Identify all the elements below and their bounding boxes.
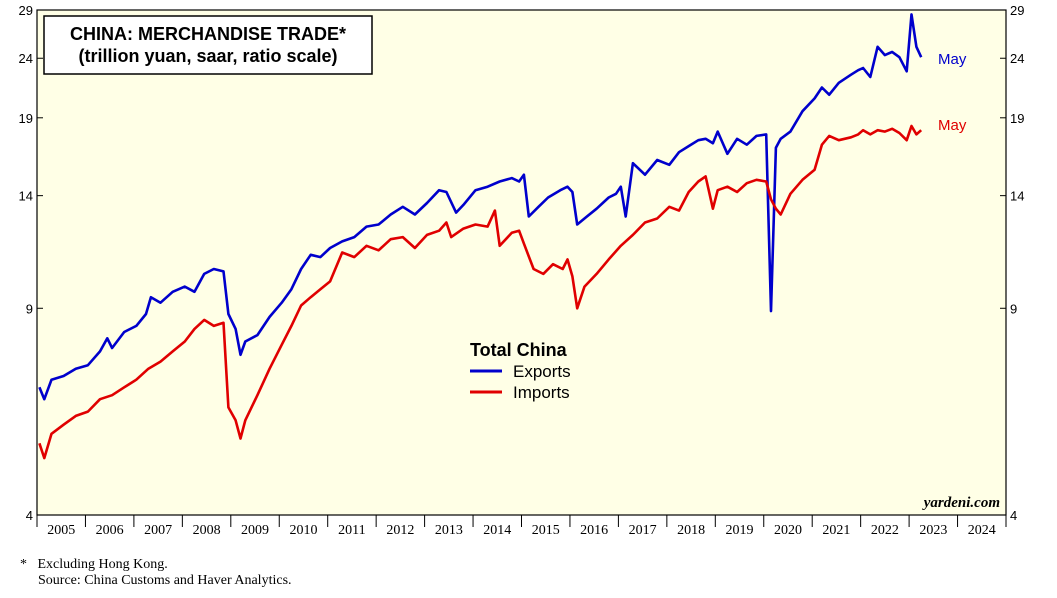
x-tick-label: 2020 bbox=[774, 523, 802, 538]
legend-label-exports: Exports bbox=[513, 362, 571, 381]
y-tick-label-right: 4 bbox=[1010, 508, 1017, 523]
x-tick-label: 2010 bbox=[289, 523, 317, 538]
legend: Total China Exports Imports bbox=[470, 340, 571, 402]
y-tick-label-left: 14 bbox=[19, 189, 33, 204]
y-tick-label-right: 19 bbox=[1010, 111, 1024, 126]
y-tick-label-left: 24 bbox=[19, 51, 33, 66]
exports-end-label: May bbox=[938, 51, 967, 68]
imports-end-label: May bbox=[938, 117, 967, 134]
y-tick-label-left: 9 bbox=[26, 301, 33, 316]
y-tick-label-left: 4 bbox=[26, 508, 33, 523]
x-tick-label: 2005 bbox=[47, 523, 75, 538]
x-tick-label: 2007 bbox=[144, 523, 172, 538]
x-tick-label: 2017 bbox=[629, 523, 657, 538]
x-tick-label: 2021 bbox=[822, 523, 850, 538]
y-tick-label-left: 19 bbox=[19, 111, 33, 126]
footnote-excluding: * Excluding Hong Kong. bbox=[20, 557, 168, 572]
chart-subtitle: (trillion yuan, saar, ratio scale) bbox=[78, 46, 337, 66]
x-tick-label: 2022 bbox=[871, 523, 899, 538]
x-tick-label: 2012 bbox=[386, 523, 414, 538]
series-lines bbox=[38, 13, 923, 460]
trade-chart: 4 4 9 9 14 14 19 19 24 24 29 29 2005 2006 2007 2008 2009… bbox=[19, 3, 1025, 538]
chart-title: CHINA: MERCHANDISE TRADE* bbox=[70, 24, 346, 44]
x-tick-label: 2014 bbox=[483, 523, 511, 538]
footnote-source: Source: China Customs and Haver Analytic… bbox=[38, 573, 292, 588]
x-tick-label: 2023 bbox=[919, 523, 947, 538]
y-tick-label-right: 29 bbox=[1010, 3, 1024, 18]
y-tick-label-left: 29 bbox=[19, 3, 33, 18]
watermark: yardeni.com bbox=[922, 495, 1000, 511]
title-box: CHINA: MERCHANDISE TRADE* (trillion yuan… bbox=[43, 15, 373, 75]
axis-ticks: 4 4 9 9 14 14 19 19 24 24 29 29 2005 2006 2007 2008 2009… bbox=[19, 3, 1025, 538]
plot-area bbox=[36, 9, 1007, 516]
x-tick-label: 2006 bbox=[96, 523, 124, 538]
series-line-exports bbox=[38, 13, 923, 401]
x-tick-label: 2019 bbox=[726, 523, 754, 538]
x-tick-label: 2015 bbox=[532, 523, 560, 538]
series-line-imports bbox=[38, 124, 923, 460]
legend-title: Total China bbox=[470, 340, 568, 360]
legend-label-imports: Imports bbox=[513, 383, 570, 402]
x-tick-label: 2011 bbox=[338, 523, 365, 538]
y-tick-label-right: 9 bbox=[1010, 301, 1017, 316]
y-tick-label-right: 24 bbox=[1010, 51, 1024, 66]
x-tick-label: 2009 bbox=[241, 523, 269, 538]
y-tick-label-right: 14 bbox=[1010, 189, 1024, 204]
x-tick-label: 2013 bbox=[435, 523, 463, 538]
x-tick-label: 2018 bbox=[677, 523, 705, 538]
x-tick-label: 2024 bbox=[968, 523, 996, 538]
x-tick-label: 2008 bbox=[193, 523, 221, 538]
x-tick-label: 2016 bbox=[580, 523, 608, 538]
